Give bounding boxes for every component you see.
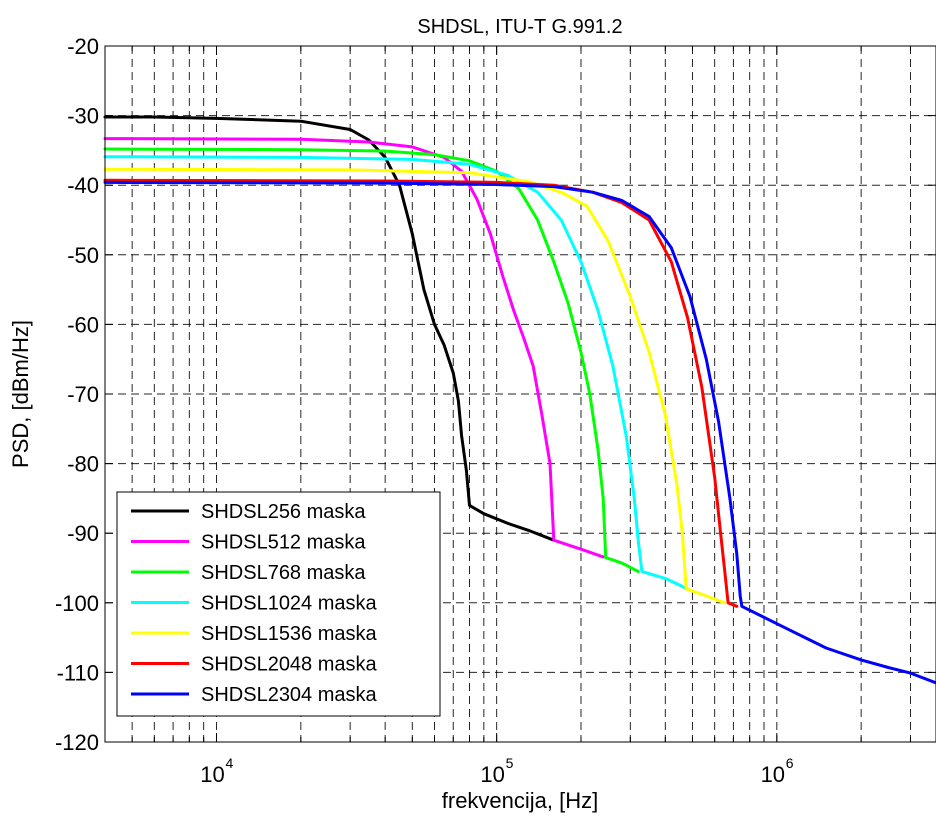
y-tick-label: -20 (67, 34, 99, 59)
y-axis-label: PSD, [dBm/Hz] (8, 320, 33, 468)
y-tick-label: -30 (67, 104, 99, 129)
chart-title: SHDSL, ITU-T G.991.2 (417, 16, 622, 38)
legend-label: SHDSL1024 maska (201, 593, 378, 615)
y-tick-label: -50 (67, 243, 99, 268)
x-axis-label: frekvencija, [Hz] (442, 788, 599, 813)
x-tick-label-exponent: 6 (786, 755, 794, 771)
legend-label: SHDSL2048 maska (201, 654, 378, 676)
y-tick-label: -70 (67, 382, 99, 407)
x-tick-label: 10 (761, 762, 785, 787)
x-tick-label-exponent: 5 (506, 755, 514, 771)
x-tick-label-exponent: 4 (225, 755, 233, 771)
legend: SHDSL256 maska SHDSL512 maska SHDSL768 mas… (117, 492, 440, 716)
legend-label: SHDSL2304 maska (201, 684, 378, 706)
y-tick-label: -120 (55, 730, 99, 755)
y-tick-label: -100 (55, 591, 99, 616)
legend-label: SHDSL512 maska (201, 532, 366, 554)
legend-label: SHDSL256 maska (201, 501, 366, 523)
legend-label: SHDSL768 maska (201, 562, 366, 584)
y-tick-label: -110 (57, 660, 99, 685)
y-tick-label: -80 (67, 452, 99, 477)
legend-label: SHDSL1536 maska (201, 623, 378, 645)
y-tick-label: -90 (67, 521, 99, 546)
y-tick-label: -40 (67, 173, 99, 198)
x-tick-label: 10 (480, 762, 504, 787)
y-tick-label: -60 (67, 312, 99, 337)
x-tick-label: 10 (200, 762, 224, 787)
